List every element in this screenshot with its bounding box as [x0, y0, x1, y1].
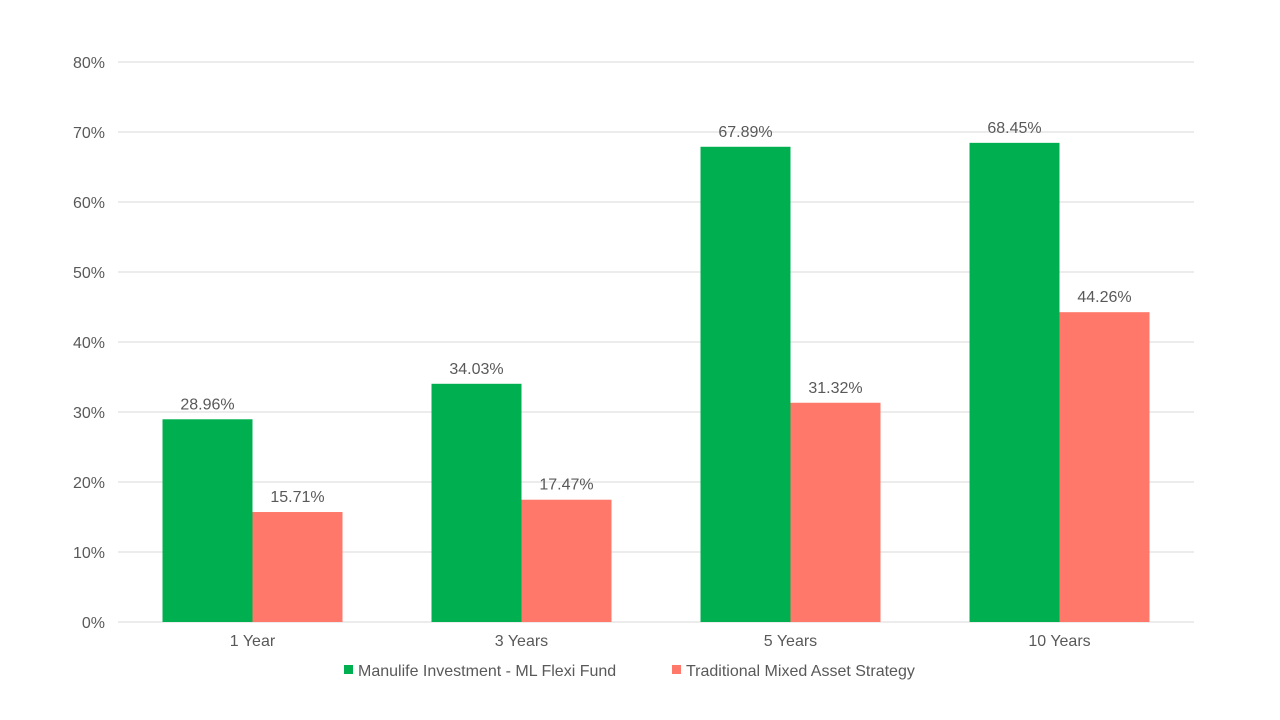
legend-label: Traditional Mixed Asset Strategy	[686, 663, 915, 680]
y-tick-label: 0%	[82, 615, 105, 632]
legend-swatch	[344, 665, 353, 674]
bar-ml-flexi-fund-1-year	[162, 419, 253, 622]
legend: Manulife Investment - ML Flexi Fund Tradi…	[344, 663, 915, 680]
data-label: 31.32%	[808, 380, 862, 397]
bar-ml-flexi-fund-10-years	[969, 142, 1060, 622]
legend-swatch	[672, 665, 681, 674]
bar-traditional-mixed-asset-5-years	[790, 402, 881, 622]
y-tick-label: 30%	[73, 405, 105, 422]
x-axis-category-labels: 1 Year 3 Years 5 Years 10 Years	[230, 633, 1091, 650]
data-label: 34.03%	[449, 361, 503, 378]
y-tick-label: 70%	[73, 125, 105, 142]
y-axis-tick-labels: 0% 10% 20% 30% 40% 50% 60% 70% 80%	[73, 55, 105, 632]
data-label: 28.96%	[180, 396, 234, 413]
bar-ml-flexi-fund-3-years	[431, 383, 522, 622]
x-category-label: 5 Years	[764, 633, 817, 650]
y-tick-label: 80%	[73, 55, 105, 72]
bar-traditional-mixed-asset-10-years	[1059, 312, 1150, 622]
x-category-label: 3 Years	[495, 633, 548, 650]
y-tick-label: 40%	[73, 335, 105, 352]
x-category-label: 1 Year	[230, 633, 276, 650]
y-tick-label: 50%	[73, 265, 105, 282]
y-tick-label: 20%	[73, 475, 105, 492]
data-labels: 28.96% 15.71% 34.03% 17.47% 67.89% 31.32% 68.4…	[180, 120, 1131, 506]
bars	[162, 142, 1150, 622]
x-category-label: 10 Years	[1028, 633, 1090, 650]
y-tick-label: 60%	[73, 195, 105, 212]
bar-ml-flexi-fund-5-years	[700, 146, 791, 622]
y-tick-label: 10%	[73, 545, 105, 562]
data-label: 44.26%	[1077, 289, 1131, 306]
bar-traditional-mixed-asset-1-year	[252, 512, 343, 622]
data-label: 67.89%	[718, 124, 772, 141]
data-label: 68.45%	[987, 120, 1041, 137]
data-label: 15.71%	[270, 489, 324, 506]
bar-traditional-mixed-asset-3-years	[521, 499, 612, 622]
legend-label: Manulife Investment - ML Flexi Fund	[358, 663, 616, 680]
data-label: 17.47%	[539, 477, 593, 494]
